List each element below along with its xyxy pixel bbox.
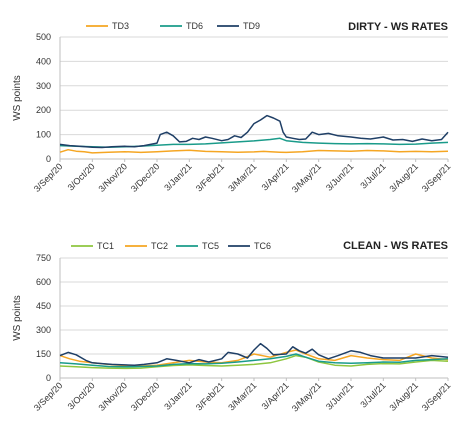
x-tick-label: 3/Mar/21 bbox=[226, 380, 258, 412]
x-tick-label: 3/Aug/21 bbox=[388, 380, 421, 413]
x-tick-label: 3/Mar/21 bbox=[226, 161, 258, 193]
y-tick-label: 400 bbox=[36, 56, 51, 66]
y-tick-label: 200 bbox=[36, 105, 51, 115]
x-tick-label: 3/Sep/20 bbox=[32, 161, 65, 194]
x-tick-label: 3/Feb/21 bbox=[194, 380, 226, 412]
x-tick-label: 3/May/21 bbox=[290, 380, 323, 413]
y-tick-label: 100 bbox=[36, 130, 51, 140]
y-tick-label: 750 bbox=[36, 253, 51, 263]
legend-label-td3: TD3 bbox=[112, 21, 129, 31]
clean-ws-rates-chart: 0 150 300 450 600 750 3/Sep/20 3/Oct/20 3/Nov/20… bbox=[0, 220, 476, 441]
x-tick-label: 3/Dec/20 bbox=[129, 380, 162, 413]
x-tick-label: 3/Apr/21 bbox=[260, 380, 291, 411]
legend-label-td6: TD6 bbox=[186, 21, 203, 31]
y-axis-label: WS points bbox=[12, 75, 23, 121]
x-tick-label: 3/Jun/21 bbox=[324, 161, 355, 192]
chart-title: DIRTY - WS RATES bbox=[348, 21, 448, 33]
legend-label-tc5: TC5 bbox=[202, 241, 219, 251]
y-tick-label: 150 bbox=[36, 349, 51, 359]
x-tick-label: 3/Oct/20 bbox=[66, 161, 97, 192]
y-tick-label: 300 bbox=[36, 325, 51, 335]
x-tick-label: 3/Jun/21 bbox=[324, 380, 355, 411]
x-tick-label: 3/Nov/20 bbox=[97, 380, 130, 413]
legend-label-tc6: TC6 bbox=[254, 241, 271, 251]
x-tick-label: 3/Jul/21 bbox=[358, 380, 387, 409]
series-line-tc5 bbox=[59, 353, 449, 368]
y-tick-label: 0 bbox=[46, 154, 51, 164]
x-tick-label: 3/Jan/21 bbox=[162, 161, 193, 192]
x-tick-label: 3/Jul/21 bbox=[358, 161, 387, 190]
x-tick-label: 3/Sep/21 bbox=[420, 380, 453, 413]
dirty-ws-rates-chart: 0 100 200 300 400 500 3/Sep/20 3/Oct/20 3/Nov/20… bbox=[0, 0, 476, 220]
x-tick-label: 3/Jan/21 bbox=[162, 380, 193, 411]
clean-chart-svg: 0 150 300 450 600 750 3/Sep/20 3/Oct/20 3/Nov/20… bbox=[12, 240, 453, 414]
x-tick-label: 3/Nov/20 bbox=[97, 161, 130, 194]
series-line-td3 bbox=[59, 148, 449, 154]
x-tick-label: 3/May/21 bbox=[290, 161, 323, 194]
x-tick-label: 3/Dec/20 bbox=[129, 161, 162, 194]
x-tick-label: 3/Sep/20 bbox=[32, 380, 65, 413]
x-tick-label: 3/Oct/20 bbox=[66, 380, 97, 411]
legend-label-tc2: TC2 bbox=[151, 241, 168, 251]
series-line-td9 bbox=[59, 114, 449, 149]
x-tick-label: 3/Aug/21 bbox=[388, 161, 421, 194]
y-tick-label: 500 bbox=[36, 32, 51, 42]
x-tick-label: 3/Feb/21 bbox=[194, 161, 226, 193]
y-tick-label: 300 bbox=[36, 81, 51, 91]
x-tick-label: 3/Apr/21 bbox=[260, 161, 291, 192]
x-tick-label: 3/Sep/21 bbox=[420, 161, 453, 194]
y-axis-label: WS points bbox=[12, 295, 23, 341]
series-line-tc1 bbox=[59, 354, 449, 370]
y-tick-label: 450 bbox=[36, 301, 51, 311]
legend-label-tc1: TC1 bbox=[97, 241, 114, 251]
y-tick-label: 0 bbox=[46, 373, 51, 383]
chart-title: CLEAN - WS RATES bbox=[343, 240, 448, 252]
series-line-tc6 bbox=[59, 342, 449, 366]
dirty-chart-svg: 0 100 200 300 400 500 3/Sep/20 3/Oct/20 3/Nov/20… bbox=[12, 21, 453, 195]
y-tick-label: 600 bbox=[36, 277, 51, 287]
legend-label-td9: TD9 bbox=[243, 21, 260, 31]
